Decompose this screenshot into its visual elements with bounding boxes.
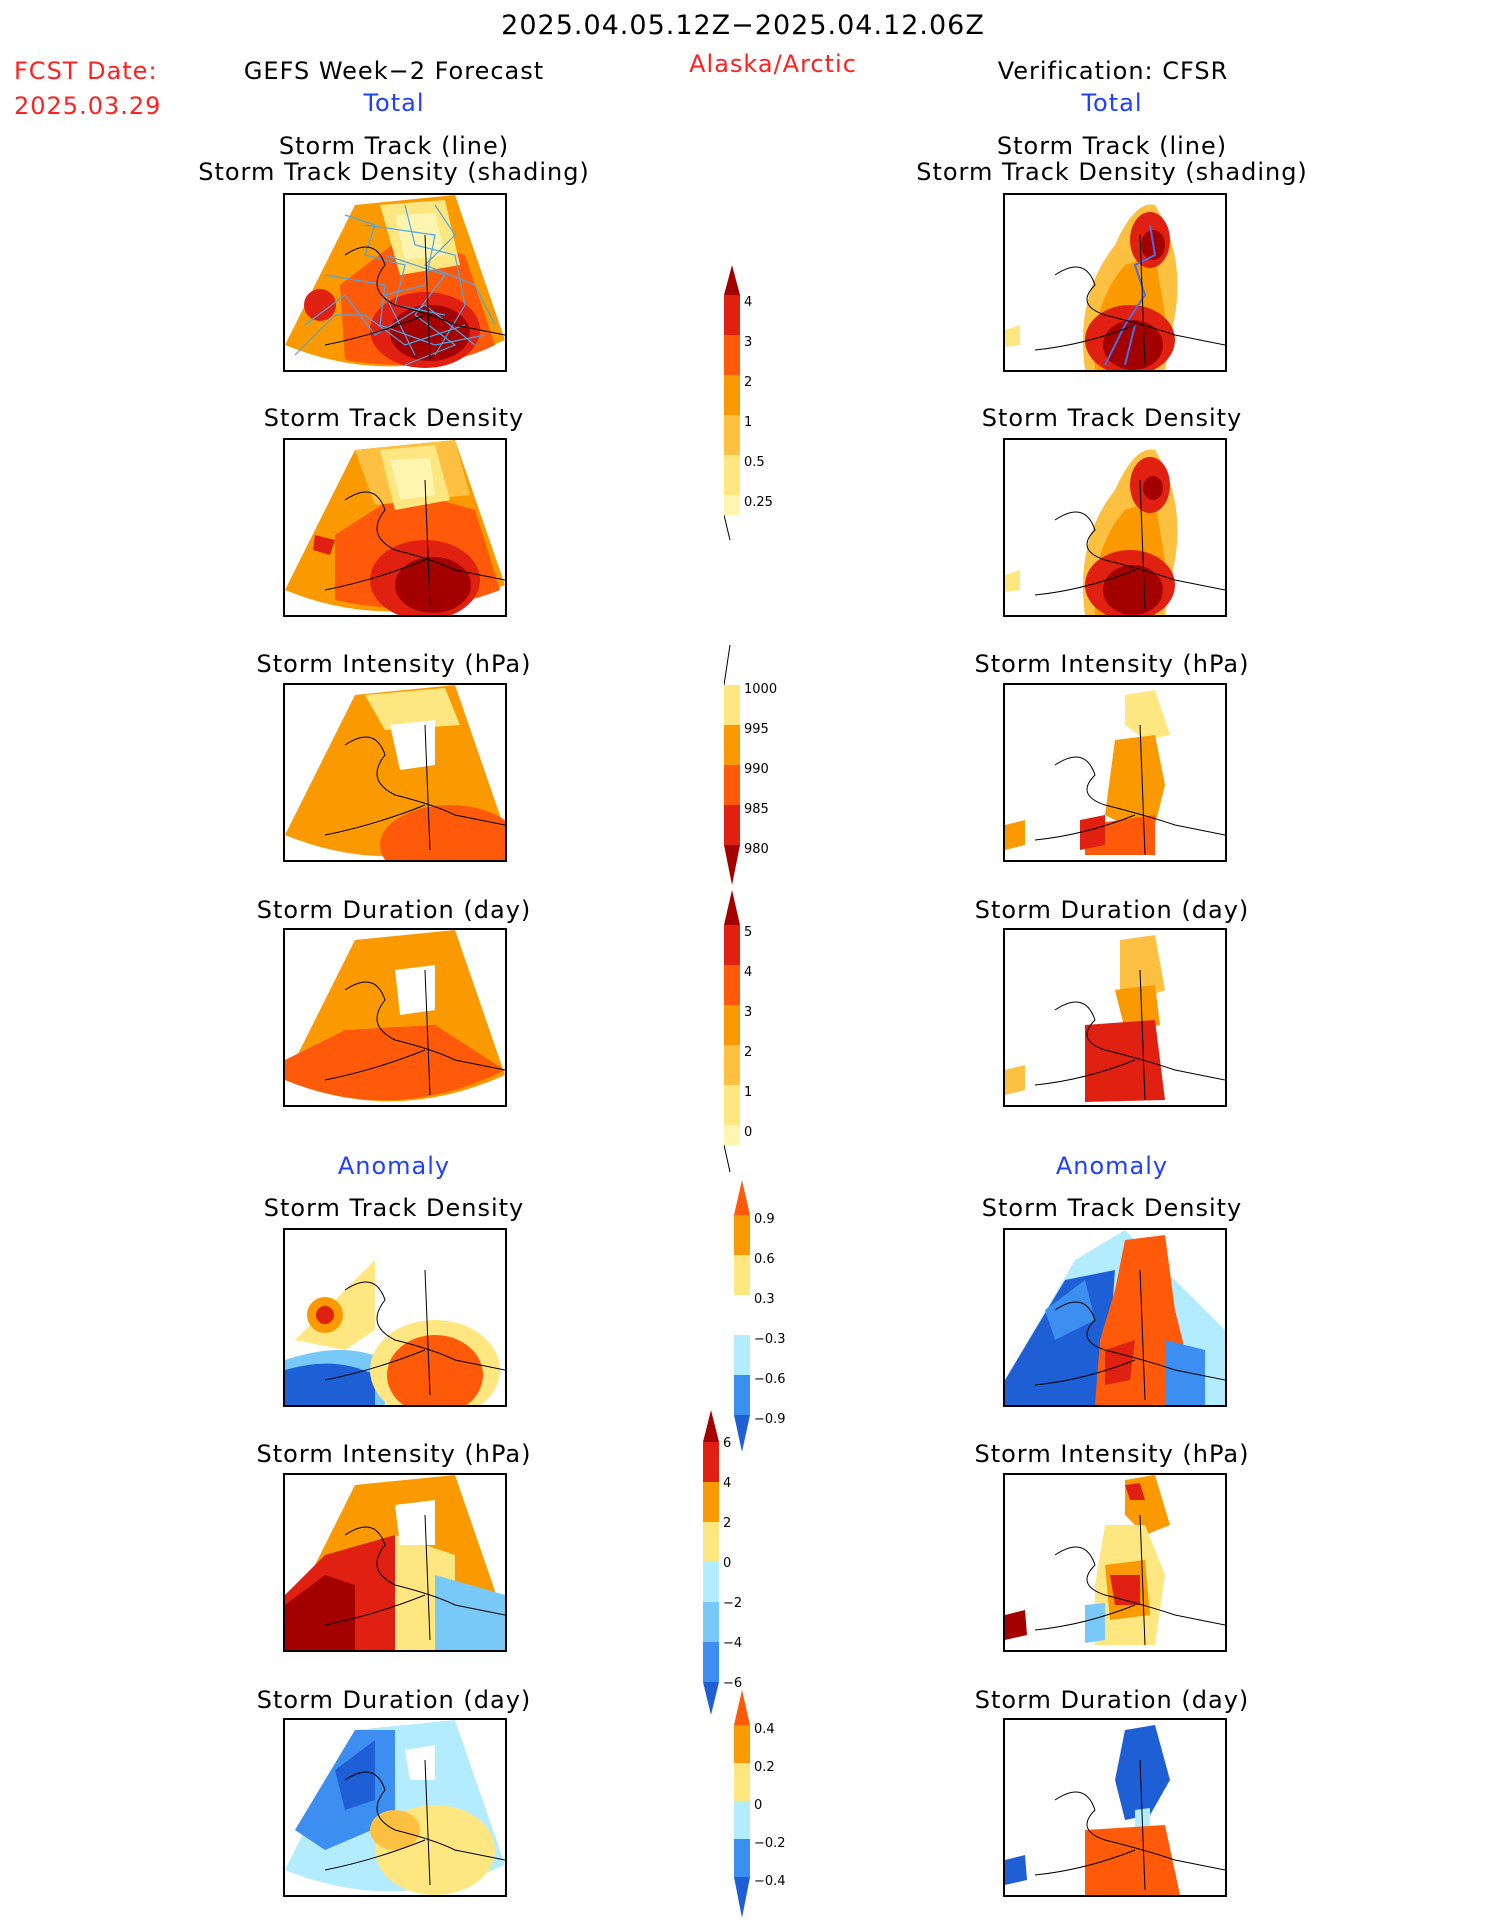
intensity-anom-colorbar: 6 4 2 0 −2 −4 −6 (703, 1410, 742, 1724)
intensity-anom-tick-m6: −6 (723, 1676, 743, 1691)
right-density-title: Storm Track Density (981, 404, 1243, 432)
duration-total-tick-4: 4 (744, 965, 753, 980)
cfsr-anom-density-map (1003, 1228, 1227, 1407)
gefs-anom-density-map (283, 1228, 507, 1407)
density-total-tick-05: 0.5 (744, 455, 765, 470)
density-anom-tick-m06: −0.6 (754, 1372, 786, 1387)
left-anom-intensity-title: Storm Intensity (hPa) (256, 1440, 532, 1468)
density-anom-tick-09: 0.9 (754, 1212, 775, 1227)
density-anom-tick-03: 0.3 (754, 1292, 775, 1307)
gefs-anom-duration-map (283, 1718, 507, 1897)
right-anom-intensity-title: Storm Intensity (hPa) (974, 1440, 1250, 1468)
duration-total-tick-5: 5 (744, 925, 753, 940)
region-title: Alaska/Arctic (689, 50, 857, 78)
duration-total-tick-3: 3 (744, 1005, 753, 1020)
density-anom-tick-m03: −0.3 (754, 1332, 786, 1347)
gefs-track-map (283, 193, 507, 372)
right-intensity-title: Storm Intensity (hPa) (974, 650, 1250, 678)
fcst-date-value: 2025.03.29 (14, 92, 162, 120)
left-anomaly-label: Anomaly (337, 1152, 451, 1180)
cfsr-duration-map (1003, 928, 1227, 1107)
cfsr-track-map (1003, 193, 1227, 372)
intensity-total-tick-990: 990 (744, 762, 769, 777)
right-track-title: Storm Track (line) (996, 132, 1228, 160)
duration-anom-tick-02: 0.2 (754, 1760, 775, 1775)
duration-total-colorbar: 5 4 3 2 1 0 (723, 890, 752, 1179)
density-total-tick-025: 0.25 (744, 495, 773, 510)
duration-anom-tick-04: 0.4 (754, 1722, 775, 1737)
intensity-total-tick-980: 980 (744, 842, 769, 857)
left-duration-title: Storm Duration (day) (256, 896, 532, 924)
left-anom-density-title: Storm Track Density (263, 1194, 525, 1222)
duration-anom-tick-m02: −0.2 (754, 1836, 786, 1851)
left-total-label: Total (363, 89, 425, 117)
intensity-anom-tick-m2: −2 (723, 1596, 743, 1611)
right-anom-density-title: Storm Track Density (981, 1194, 1243, 1222)
left-intensity-title: Storm Intensity (hPa) (256, 650, 532, 678)
left-density-title: Storm Track Density (263, 404, 525, 432)
intensity-total-tick-995: 995 (744, 722, 769, 737)
density-total-colorbar: 4 3 2 1 0.5 0.25 (723, 265, 773, 549)
duration-total-tick-0: 0 (744, 1125, 753, 1140)
intensity-anom-tick-2: 2 (723, 1516, 732, 1531)
density-anom-colorbar: 0.9 0.6 0.3 −0.3 −0.6 −0.9 (734, 1180, 786, 1459)
fcst-date-label: FCST Date: (14, 57, 158, 85)
cfsr-anom-duration-map (1003, 1718, 1227, 1897)
duration-anom-colorbar: 0.4 0.2 0 −0.2 −0.4 (734, 1690, 786, 1924)
duration-total-tick-1: 1 (744, 1085, 753, 1100)
left-track-title: Storm Track (line) (278, 132, 510, 160)
right-anomaly-label: Anomaly (1055, 1152, 1169, 1180)
right-total-label: Total (1081, 89, 1143, 117)
duration-anom-tick-m04: −0.4 (754, 1874, 786, 1889)
density-total-tick-3: 3 (744, 335, 753, 350)
gefs-density-map (283, 438, 507, 617)
density-anom-tick-m09: −0.9 (754, 1412, 786, 1427)
density-total-tick-4: 4 (744, 295, 753, 310)
intensity-total-tick-1000: 1000 (744, 682, 778, 697)
intensity-total-tick-985: 985 (744, 802, 769, 817)
right-track-density-shading-title: Storm Track Density (shading) (916, 158, 1308, 186)
left-anom-duration-title: Storm Duration (day) (256, 1686, 532, 1714)
duration-anom-tick-0: 0 (754, 1798, 763, 1813)
gefs-anom-intensity-map (283, 1473, 507, 1652)
right-anom-duration-title: Storm Duration (day) (974, 1686, 1250, 1714)
duration-total-tick-2: 2 (744, 1045, 753, 1060)
gefs-duration-map (283, 928, 507, 1107)
intensity-total-colorbar: 1000 995 990 985 980 (723, 644, 777, 894)
intensity-anom-tick-0: 0 (723, 1556, 732, 1571)
left-forecast-title: GEFS Week−2 Forecast (243, 57, 545, 85)
density-total-tick-2: 2 (744, 375, 753, 390)
left-track-density-shading-title: Storm Track Density (shading) (198, 158, 590, 186)
intensity-anom-tick-4: 4 (723, 1476, 732, 1491)
date-range-title: 2025.04.05.12Z−2025.04.12.06Z (501, 10, 985, 41)
cfsr-density-map (1003, 438, 1227, 617)
right-verification-title: Verification: CFSR (997, 57, 1229, 85)
intensity-anom-tick-m4: −4 (723, 1636, 743, 1651)
intensity-anom-tick-6: 6 (723, 1436, 732, 1451)
density-anom-tick-06: 0.6 (754, 1252, 775, 1267)
right-duration-title: Storm Duration (day) (974, 896, 1250, 924)
cfsr-anom-intensity-map (1003, 1473, 1227, 1652)
cfsr-intensity-map (1003, 683, 1227, 862)
density-total-tick-1: 1 (744, 415, 753, 430)
gefs-intensity-map (283, 683, 507, 862)
